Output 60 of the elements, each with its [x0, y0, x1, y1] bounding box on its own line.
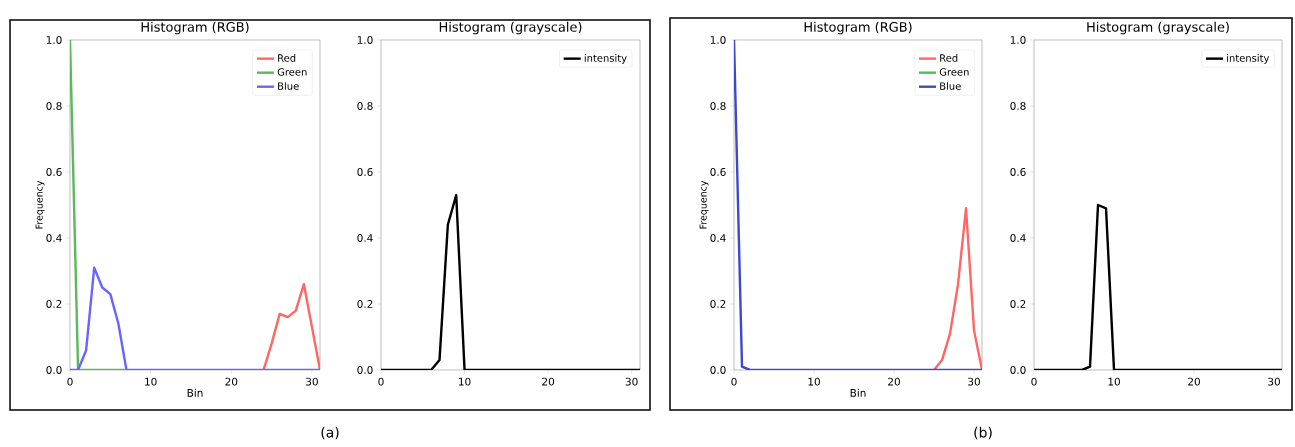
text: (b) — [974, 426, 992, 440]
text: (a) — [321, 426, 339, 440]
x-tick-label: 10 — [1108, 377, 1120, 386]
y-tick-label: 1.0 — [1010, 36, 1026, 44]
x-tick-label: 20 — [225, 377, 238, 386]
x-tick-label: 30 — [968, 377, 980, 386]
x-tick-label: 0 — [67, 377, 73, 386]
y-tick-label: 0.4 — [1010, 234, 1026, 242]
legend-label: Blue — [278, 82, 299, 90]
x-tick-label: 0 — [378, 377, 384, 386]
y-tick-label: 1.0 — [46, 36, 62, 44]
y-tick-label: 0.8 — [357, 102, 373, 110]
y-tick-label: 0.4 — [46, 234, 62, 242]
chart-title: Histogram (RGB) — [141, 21, 249, 35]
line-series — [932, 207, 983, 370]
y-tick-label: 0.6 — [46, 168, 62, 176]
y-tick-label: 0.4 — [357, 234, 373, 242]
x-tick-label: 10 — [808, 377, 820, 386]
y-tick-label: 0.8 — [710, 102, 726, 110]
legend-label: Green — [939, 68, 969, 76]
y-tick-label: 0.6 — [1010, 168, 1026, 176]
line-series — [262, 282, 321, 370]
x-tick-label: 30 — [1268, 377, 1280, 386]
legend-label: intensity — [584, 54, 627, 64]
y-axis-title: Frequency — [35, 180, 45, 229]
y-tick-label: 1.0 — [357, 36, 373, 44]
x-tick-label: 10 — [459, 377, 471, 386]
y-tick-label: 0.8 — [46, 102, 62, 110]
y-tick-label: 0.8 — [1010, 102, 1026, 110]
y-axis-title: Frequency — [699, 180, 709, 229]
y-tick-label: 0.0 — [1010, 366, 1026, 374]
y-tick-label: 0.2 — [1010, 300, 1026, 308]
y-tick-label: 0.2 — [357, 300, 373, 308]
legend-label: intensity — [1227, 54, 1270, 64]
legend-label: Red — [940, 54, 958, 62]
x-axis-title: Bin — [187, 388, 203, 397]
y-tick-label: 0.0 — [710, 366, 726, 374]
y-tick-label: 0.4 — [710, 234, 726, 242]
chart-title: Histogram (RGB) — [804, 21, 912, 35]
x-tick-label: 20 — [888, 377, 900, 386]
legend-label: Red — [278, 54, 296, 62]
legend-label: Green — [277, 68, 307, 76]
x-tick-label: 10 — [145, 377, 157, 386]
legend-label: Blue — [940, 82, 961, 90]
chart-title: Histogram (grayscale) — [1087, 21, 1229, 35]
x-tick-label: 20 — [542, 377, 555, 386]
y-tick-label: 0.0 — [46, 366, 62, 374]
x-tick-label: 0 — [731, 377, 737, 386]
y-tick-label: 1.0 — [710, 36, 726, 44]
y-tick-label: 0.6 — [357, 168, 373, 176]
x-tick-label: 30 — [625, 377, 638, 386]
x-tick-label: 0 — [1031, 377, 1037, 386]
y-tick-label: 0.2 — [46, 300, 62, 308]
y-tick-label: 0.0 — [357, 366, 373, 374]
x-tick-label: 20 — [1188, 377, 1200, 386]
y-tick-label: 0.6 — [710, 168, 726, 176]
x-axis-title: Bin — [850, 388, 866, 397]
x-tick-label: 30 — [306, 377, 318, 386]
chart-title: Histogram (grayscale) — [439, 21, 582, 35]
y-tick-label: 0.2 — [710, 300, 726, 308]
